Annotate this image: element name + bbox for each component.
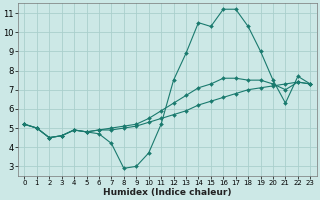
X-axis label: Humidex (Indice chaleur): Humidex (Indice chaleur) bbox=[103, 188, 232, 197]
